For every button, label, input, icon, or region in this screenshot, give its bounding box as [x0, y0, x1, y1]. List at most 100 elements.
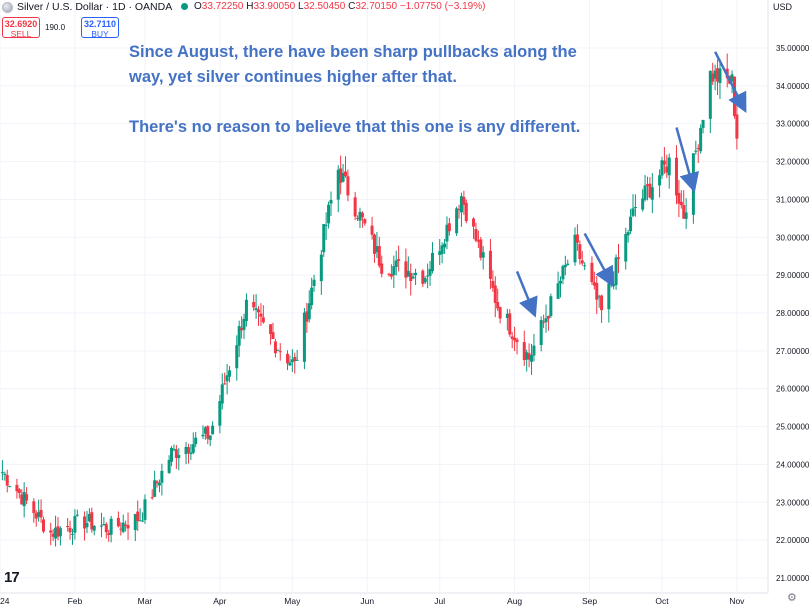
candle-down — [68, 527, 72, 533]
candle-down — [51, 533, 55, 537]
candle-down — [377, 246, 381, 266]
sell-button[interactable]: 32.6920 SELL — [2, 17, 40, 39]
x-tick-label: Apr — [213, 596, 226, 606]
x-tick-label: Feb — [68, 596, 83, 606]
candle-down — [542, 321, 546, 323]
candle-down — [592, 282, 596, 286]
candle-down — [66, 525, 70, 528]
candle-down — [389, 273, 393, 277]
high-value: 33.90050 — [253, 1, 296, 12]
candle-down — [513, 337, 517, 341]
candle-up — [329, 200, 333, 204]
y-tick-label: 28.00000 — [776, 309, 810, 318]
buy-button[interactable]: 32.7110 BUY — [81, 17, 119, 39]
candle-down — [711, 73, 715, 82]
candle-up — [730, 74, 734, 82]
candle-down — [360, 212, 364, 218]
x-tick-label: Jul — [434, 596, 445, 606]
close-value: 32.70150 — [355, 1, 398, 12]
candle-down — [119, 528, 123, 530]
candle-up — [626, 232, 630, 236]
candle-down — [286, 353, 290, 364]
y-tick-label: 35.00000 — [776, 44, 810, 53]
candle-down — [662, 160, 666, 165]
candle-down — [716, 68, 720, 82]
candle-up — [322, 224, 326, 253]
y-tick-label: 34.00000 — [776, 82, 810, 91]
candle-down — [421, 270, 425, 284]
candle-up — [37, 512, 41, 517]
settings-gear-icon[interactable]: ⚙ — [787, 592, 797, 604]
candle-down — [488, 250, 492, 279]
x-tick-label: Aug — [507, 596, 522, 606]
candle-up — [310, 287, 314, 306]
candle-up — [225, 375, 229, 382]
candle-up — [658, 175, 662, 186]
candle-down — [600, 295, 604, 311]
candle-up — [211, 425, 215, 435]
candle-up — [288, 362, 292, 366]
open-label: O — [194, 1, 202, 12]
candle-up — [530, 354, 534, 362]
candle-down — [25, 494, 29, 501]
candle-down — [580, 260, 584, 264]
candle-down — [259, 313, 263, 317]
candle-up — [597, 296, 601, 298]
y-tick-label: 30.00000 — [776, 233, 810, 242]
candle-down — [474, 228, 478, 241]
candle-up — [167, 459, 171, 473]
pullback-arrow — [675, 127, 699, 193]
candle-down — [174, 449, 178, 458]
candle-down — [223, 383, 227, 385]
candle-up — [430, 252, 434, 272]
candle-down — [32, 501, 36, 514]
candle-up — [566, 263, 570, 266]
y-tick-label: 27.00000 — [776, 347, 810, 356]
candle-up — [699, 127, 703, 152]
candle-up — [99, 525, 103, 527]
candle-down — [339, 168, 343, 183]
candle-down — [49, 530, 53, 533]
candle-down — [15, 484, 19, 492]
candle-down — [90, 512, 94, 530]
currency-selector[interactable]: USD — [773, 2, 793, 12]
silver-symbol-icon — [2, 2, 13, 13]
candle-up — [302, 312, 306, 362]
candle-up — [87, 514, 91, 522]
pullback-arrow — [583, 232, 614, 288]
candle-down — [41, 519, 45, 532]
candle-up — [244, 299, 248, 322]
candle-down — [5, 475, 9, 486]
x-tick-label: Jun — [360, 596, 374, 606]
candle-down — [677, 193, 681, 204]
candle-down — [735, 114, 739, 139]
candle-down — [186, 447, 190, 453]
candle-down — [696, 147, 700, 149]
candle-down — [496, 302, 500, 309]
candle-up — [208, 435, 212, 440]
candle-up — [336, 169, 340, 200]
x-tick-label: Mar — [138, 596, 153, 606]
change-value: −1.07750 (−3.19%) — [399, 1, 486, 12]
candle-down — [648, 183, 652, 198]
candle-down — [126, 525, 130, 529]
candle-up — [544, 318, 548, 323]
symbol-title[interactable]: Silver / U.S. Dollar · 1D · OANDA — [17, 1, 173, 13]
candle-down — [107, 533, 111, 536]
candle-up — [85, 523, 89, 528]
tradingview-logo[interactable]: 17 — [4, 569, 20, 586]
candle-up — [133, 513, 137, 530]
y-tick-label: 25.00000 — [776, 423, 810, 432]
candle-up — [614, 257, 618, 286]
candle-up — [160, 470, 164, 483]
candle-up — [718, 68, 722, 84]
candle-down — [116, 517, 120, 527]
ohlc-readout: O33.72250 H33.90050 L32.50450 C32.70150 … — [194, 1, 485, 15]
candle-down — [515, 339, 519, 343]
candle-down — [372, 234, 376, 254]
candle-up — [392, 266, 396, 276]
candle-up — [235, 345, 239, 369]
x-tick-label: May — [284, 596, 301, 606]
